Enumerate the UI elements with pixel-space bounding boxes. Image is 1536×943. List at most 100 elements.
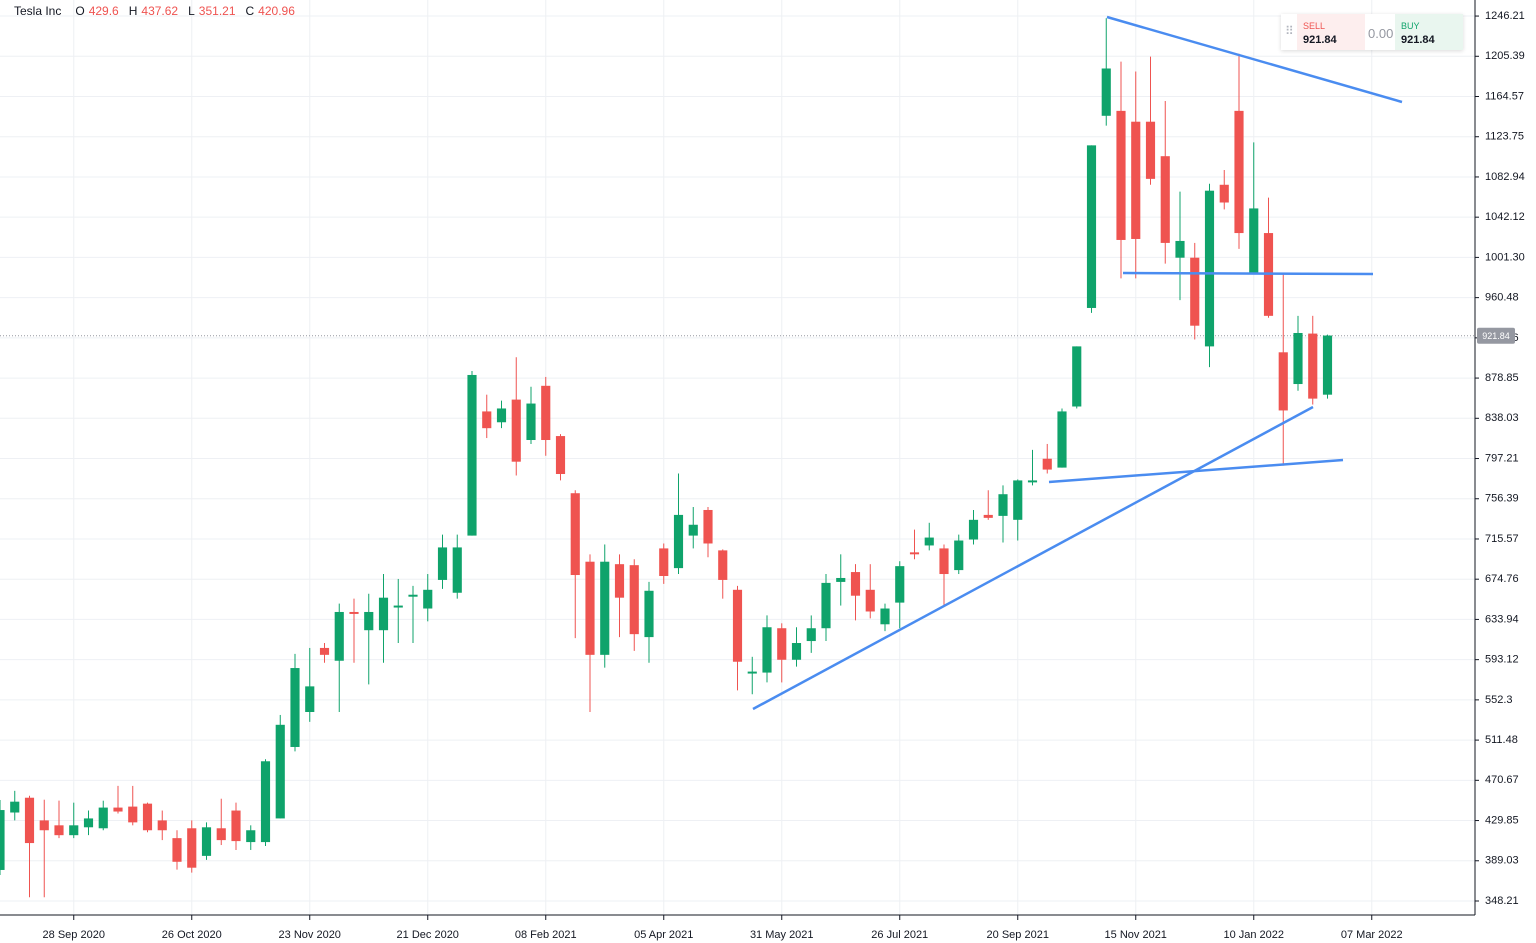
candle-body	[806, 628, 816, 642]
candle-body	[378, 597, 389, 631]
candle-body	[777, 628, 787, 660]
candle-body	[732, 589, 743, 662]
candle-body	[880, 608, 890, 625]
y-tick-label: 878.85	[1485, 372, 1519, 384]
candle-body	[821, 582, 831, 629]
candle-body	[954, 540, 964, 571]
candle-body	[467, 374, 477, 536]
candle-body	[216, 828, 226, 841]
ohlc-label: L	[188, 4, 195, 18]
candle-body	[128, 806, 138, 823]
candle-body	[496, 408, 507, 423]
candle-body	[1042, 458, 1052, 470]
y-tick-label: 470.67	[1485, 774, 1519, 786]
candle-body	[1204, 190, 1215, 347]
candle-body	[113, 807, 123, 812]
candle-body	[1086, 145, 1097, 308]
x-tick-label: 31 May 2021	[750, 929, 814, 941]
candle-body	[585, 561, 595, 655]
candle-body	[142, 803, 153, 831]
candle-body	[408, 594, 418, 597]
candle-body	[246, 830, 256, 843]
y-tick-label: 1123.75	[1485, 131, 1524, 143]
candle-body	[1293, 332, 1303, 385]
candle-body	[1116, 110, 1126, 240]
candle-body	[24, 797, 35, 844]
candle-body	[644, 590, 654, 638]
candle-body	[924, 537, 934, 546]
candle-body	[334, 611, 344, 661]
y-tick-label: 1246.21	[1485, 10, 1525, 22]
candle-body	[614, 564, 625, 598]
y-tick-label: 1205.39	[1485, 50, 1525, 62]
candle-body	[1057, 411, 1067, 468]
ohlc-label: H	[128, 4, 138, 18]
y-tick-label: 1082.94	[1485, 171, 1525, 183]
candle-body	[600, 561, 610, 655]
y-tick-label: 633.94	[1485, 613, 1519, 625]
y-tick-label: 674.76	[1485, 573, 1519, 585]
x-tick-label: 23 Nov 2020	[279, 929, 341, 941]
ohlc-value: 429.6	[88, 4, 119, 18]
candle-body	[1234, 110, 1244, 234]
candle-body	[83, 818, 94, 828]
candle-body	[1072, 346, 1082, 407]
candle-body	[54, 825, 64, 836]
y-tick-label: 960.48	[1485, 292, 1519, 304]
candle-body	[482, 411, 492, 429]
candle-body	[1308, 333, 1318, 399]
candle-body	[10, 801, 20, 813]
y-tick-label: 552.3	[1485, 694, 1513, 706]
sell-price: 921.84	[1303, 34, 1337, 46]
ohlc-value: 420.96	[258, 4, 295, 18]
x-tick-label: 20 Sep 2021	[987, 929, 1049, 941]
y-tick-label: 797.21	[1485, 452, 1519, 464]
candle-body	[1219, 184, 1229, 203]
buy-button[interactable]: BUY 921.84	[1395, 14, 1463, 50]
x-tick-label: 28 Sep 2020	[43, 929, 105, 941]
candle-body	[836, 577, 846, 582]
candle-body	[0, 810, 5, 870]
last-price-label: 921.84	[1482, 331, 1510, 341]
candle-body	[290, 668, 300, 747]
y-tick-label: 715.57	[1485, 533, 1519, 545]
y-tick-label: 1164.57	[1485, 90, 1524, 102]
trend-line	[1122, 271, 1374, 276]
sell-button[interactable]: SELL 921.84	[1297, 14, 1365, 50]
x-tick-label: 08 Feb 2021	[515, 929, 577, 941]
ohlc-value: 351.21	[198, 4, 236, 18]
candle-body	[659, 548, 669, 577]
candle-body	[1131, 121, 1141, 239]
x-tick-label: 26 Oct 2020	[162, 929, 222, 941]
candle-body	[201, 827, 212, 856]
candle-body	[39, 820, 49, 831]
candle-body	[1249, 208, 1259, 273]
candle-body	[98, 807, 108, 829]
candle-body	[452, 547, 462, 593]
candle-body	[895, 566, 905, 603]
candle-body	[231, 810, 241, 842]
buy-label: BUY	[1401, 21, 1420, 31]
candle-body	[305, 686, 315, 712]
last-price-badge	[1477, 327, 1515, 344]
candle-body	[1278, 352, 1288, 411]
candle-body	[968, 519, 979, 540]
candle-body	[1322, 335, 1333, 395]
y-tick-label: 838.03	[1485, 412, 1519, 424]
candle-body	[703, 509, 713, 544]
candle-body	[260, 761, 271, 843]
trend-line	[752, 405, 1314, 711]
candle-body	[1027, 480, 1038, 483]
candle-body	[364, 611, 374, 631]
candle-body	[1190, 257, 1200, 326]
candle-body	[939, 548, 949, 575]
candle-body	[437, 547, 448, 580]
candle-body	[570, 493, 580, 576]
y-tick-label: 511.48	[1485, 734, 1518, 746]
drag-handle[interactable]: ⠿	[1285, 24, 1294, 38]
y-tick-label: 1001.30	[1485, 251, 1525, 263]
candle-body	[629, 565, 639, 635]
x-tick-label: 05 Apr 2021	[634, 929, 693, 941]
candle-body	[1160, 156, 1170, 243]
sell-label: SELL	[1303, 21, 1326, 31]
